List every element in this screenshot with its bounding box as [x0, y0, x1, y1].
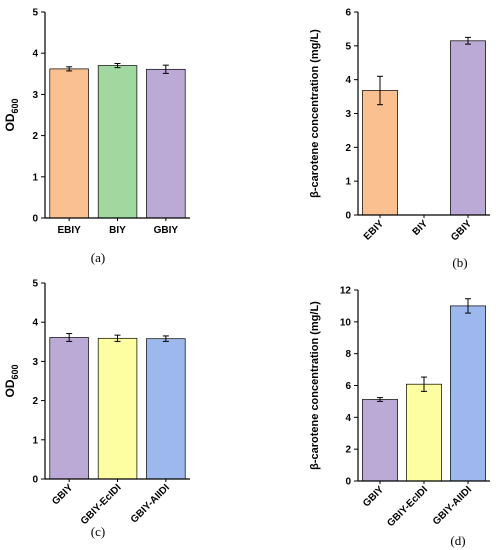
- bar-ebiy: [49, 68, 89, 219]
- y-tick-label: 3: [32, 357, 38, 368]
- y-tick-label: 4: [32, 318, 38, 329]
- y-tick-label: 1: [32, 172, 38, 183]
- bar-gbiy-ecidi: [97, 337, 138, 480]
- x-tick-label: GBIY-AIIDI: [129, 482, 172, 525]
- y-tick-label: 0: [345, 211, 351, 222]
- bar-gbiy: [49, 337, 89, 480]
- chart-panel-3: GBIY GBIY-EcIDI GBIY-AIIDI 0 1 2 3 4 5 OD600 (c): [3, 279, 190, 539]
- y-tick-label: 4: [32, 49, 38, 60]
- y-tick-label: 5: [345, 41, 351, 52]
- x-tick-label: GBIY-EcIDI: [79, 482, 124, 527]
- x-tick-label: GBIY: [50, 482, 75, 507]
- y-tick-label: 10: [340, 317, 352, 328]
- y-tick-label: 4: [345, 413, 351, 424]
- x-tick-label: BIY: [109, 225, 126, 236]
- bar-gbiy: [362, 399, 398, 482]
- x-tick-label: BIY: [411, 218, 431, 238]
- x-tick-label: EBIY: [362, 218, 387, 243]
- x-tick-label: EBIY: [57, 225, 81, 236]
- y-tick-label: 6: [345, 381, 351, 392]
- error-bar-gbiy: [465, 36, 471, 45]
- x-tick-label: GBIY-EcIDI: [385, 484, 430, 529]
- panel-label: (c): [91, 524, 105, 539]
- y-tick-label: 4: [345, 75, 351, 86]
- y-tick-label: 5: [32, 279, 38, 290]
- bar-gbiy-aiidi: [450, 305, 486, 482]
- y-tick-label: 0: [345, 477, 351, 488]
- error-bar-gbiy-aiidi: [465, 298, 471, 314]
- y-tick-label: 2: [32, 131, 38, 142]
- y-axis-title: β-carotene concentration (mg/L): [309, 301, 321, 470]
- y-tick-label: 1: [345, 177, 351, 188]
- panel-label: (a): [91, 250, 105, 265]
- chart-panel-1: EBIY BIY GBIY 0 1 2 3 4 5 OD600 (a): [3, 8, 190, 265]
- error-bar-gbiy-ecidi: [421, 376, 427, 392]
- bar-gbiy: [146, 68, 186, 219]
- y-axis-title: β-carotene concentration (mg/L): [309, 29, 321, 198]
- y-tick-label: 6: [345, 8, 351, 19]
- panel-label: (d): [450, 533, 465, 548]
- bar-gbiy-aiidi: [146, 338, 186, 480]
- error-bar-gbiy: [66, 333, 73, 342]
- x-tick-label: GBIY-AIIDI: [431, 484, 474, 527]
- y-tick-label: 0: [32, 475, 38, 486]
- panel-label: (b): [452, 255, 467, 270]
- bar-biy: [97, 65, 138, 219]
- x-tick-label: GBIY: [361, 484, 386, 509]
- error-bar-biy: [114, 63, 121, 69]
- y-tick-label: 2: [345, 445, 351, 456]
- y-tick-label: 0: [32, 214, 38, 225]
- error-bar-ebiy: [66, 66, 73, 72]
- y-tick-label: 2: [345, 143, 351, 154]
- y-axis-title: OD600: [3, 364, 20, 397]
- y-tick-label: 5: [32, 8, 38, 19]
- bar-gbiy-ecidi: [406, 383, 442, 482]
- y-tick-label: 12: [340, 286, 352, 297]
- x-tick-label: GBIY: [154, 225, 179, 236]
- y-tick-label: 8: [345, 349, 351, 360]
- error-bar-gbiy: [377, 397, 383, 402]
- error-bar-gbiy-aiidi: [162, 335, 169, 342]
- chart-panel-2: EBIY BIY GBIY 0 1 2 3 4 5 6 β-carotene concentrati…: [309, 8, 490, 270]
- error-bar-gbiy-ecidi: [114, 334, 121, 342]
- error-bar-gbiy: [162, 64, 169, 74]
- bar-ebiy: [362, 90, 398, 216]
- y-tick-label: 3: [32, 90, 38, 101]
- y-tick-label: 3: [345, 109, 351, 120]
- chart-panel-4: GBIY GBIY-EcIDI GBIY-AIIDI 0 2 4 6 8 10 12 β-carot…: [309, 286, 490, 548]
- x-tick-label: GBIY: [449, 218, 474, 243]
- error-bar-ebiy: [377, 75, 383, 106]
- y-tick-label: 2: [32, 396, 38, 407]
- y-axis-title: OD600: [3, 98, 20, 131]
- bar-gbiy: [450, 40, 486, 216]
- y-tick-label: 1: [32, 435, 38, 446]
